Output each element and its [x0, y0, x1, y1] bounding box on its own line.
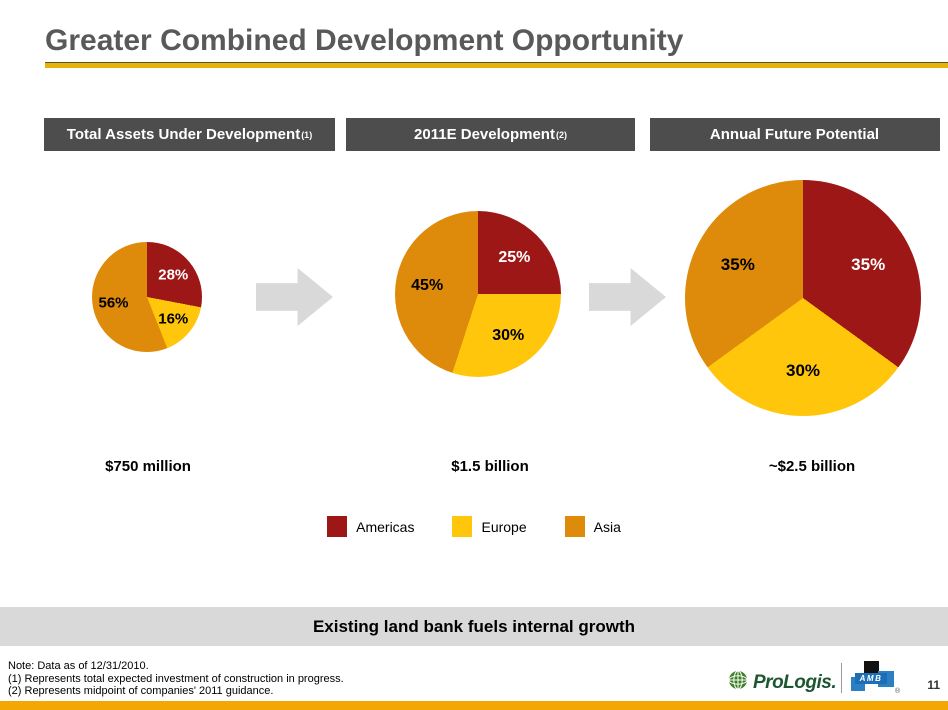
legend-label: Americas — [356, 518, 415, 535]
page-number: 11 — [927, 678, 940, 692]
legend-item-asia: Asia — [564, 516, 621, 537]
pie-slice-label: 30% — [785, 361, 821, 381]
amb-wordmark: AMB — [855, 673, 887, 684]
legend-item-europe: Europe — [452, 516, 527, 537]
pie-chart-total-assets: 28% 16% 56% — [92, 242, 202, 352]
pie-slice-label: 16% — [158, 310, 189, 328]
legend-label: Asia — [593, 518, 621, 535]
right-arrow-icon — [589, 268, 666, 326]
footnote-line: Note: Data as of 12/31/2010. — [8, 660, 149, 672]
legend-swatch-americas — [327, 516, 348, 537]
footnote-line: (2) Represents midpoint of companies' 20… — [8, 685, 274, 697]
column-header-label: Total Assets Under Development — [66, 126, 301, 143]
legend-swatch-europe — [452, 516, 473, 537]
chart-legend: Americas Europe Asia — [0, 516, 948, 537]
column-header-label: Annual Future Potential — [709, 126, 880, 143]
footnote-marker-2: (2) — [555, 129, 567, 140]
prologis-logo: ProLogis. — [728, 670, 837, 695]
prologis-wordmark: ProLogis. — [753, 671, 837, 693]
column-header-2011e-development: 2011E Development (2) — [346, 118, 635, 151]
pie-slice-label: 28% — [158, 266, 189, 284]
key-message-banner: Existing land bank fuels internal growth — [0, 607, 948, 646]
pie-slice-label: 25% — [498, 248, 531, 266]
pie-chart-2011e-development: 25% 30% 45% — [395, 211, 561, 377]
total-value-label: $1.5 billion — [451, 458, 529, 475]
footnote-line: (1) Represents total expected investment… — [8, 672, 344, 685]
total-value-label: $750 million — [105, 458, 191, 475]
right-arrow-icon — [256, 268, 333, 326]
banner-text: Existing land bank fuels internal growth — [312, 616, 636, 636]
pie-slice-label: 30% — [492, 326, 525, 344]
slide-bottom-accent-bar — [0, 701, 948, 710]
legend-swatch-asia — [564, 516, 585, 537]
legend-label: Europe — [481, 518, 527, 535]
column-header-total-assets: Total Assets Under Development (1) — [44, 118, 335, 151]
logo-divider — [841, 663, 842, 693]
page-title: Greater Combined Development Opportunity — [45, 24, 684, 57]
pie-chart-annual-future-potential: 35% 30% 35% — [685, 180, 921, 416]
pie-slice-label: 35% — [851, 254, 886, 274]
footnote-marker-1: (1) — [301, 129, 313, 140]
total-value-label: ~$2.5 billion — [768, 458, 856, 475]
column-header-annual-future-potential: Annual Future Potential — [650, 118, 940, 151]
footnotes: Note: Data as of 12/31/2010. (1) Represe… — [8, 660, 344, 698]
pie-slice-label: 56% — [98, 294, 129, 312]
title-underline — [45, 62, 948, 68]
pie-slice-label: 35% — [720, 254, 755, 274]
globe-icon — [728, 670, 748, 695]
amb-logo: AMB ® — [851, 661, 900, 697]
pie-slice-label: 45% — [411, 276, 444, 294]
registered-trademark-icon: ® — [895, 688, 901, 695]
amb-logo-black-square — [864, 661, 879, 674]
legend-item-americas: Americas — [327, 516, 414, 537]
column-header-label: 2011E Development — [414, 126, 555, 143]
